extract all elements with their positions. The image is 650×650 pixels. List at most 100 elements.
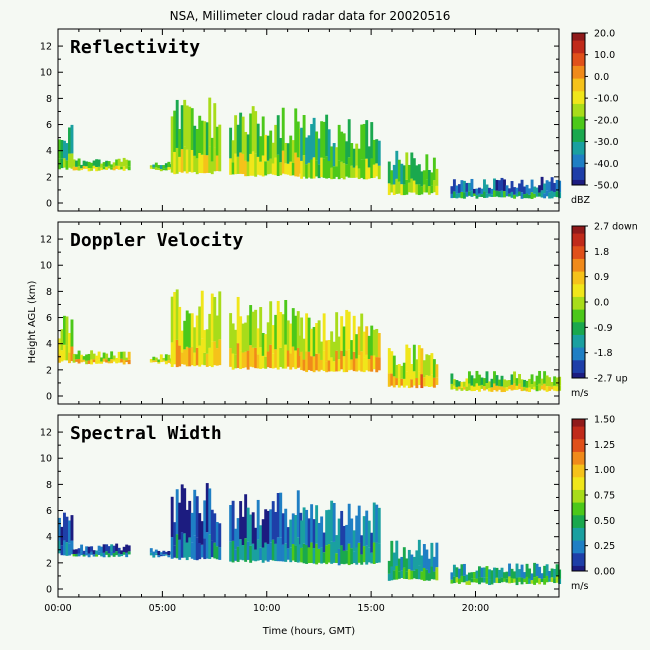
echo-column-high [85, 354, 89, 361]
echo-column-high [543, 565, 547, 579]
colorbar-segment [572, 355, 585, 359]
echo-column-low [249, 545, 253, 563]
echo-column-high [110, 351, 114, 360]
echo-column-high [377, 507, 381, 544]
echo-column-high [203, 500, 207, 539]
echo-column-low [372, 355, 376, 370]
echo-column-high [325, 114, 329, 157]
echo-column-high [80, 544, 84, 552]
colorbar-segment [572, 236, 585, 240]
y-tick-label: 4 [46, 532, 52, 543]
echo-column-low [72, 166, 76, 171]
echo-column-low [310, 159, 314, 179]
echo-column-low [291, 163, 295, 176]
echo-column-high [528, 378, 532, 388]
echo-column-low [478, 193, 481, 197]
echo-column-low [279, 347, 283, 368]
echo-column-high [289, 519, 293, 548]
echo-column-low [167, 167, 171, 170]
colorbar-segment [572, 365, 585, 369]
echo-column-low [362, 159, 366, 180]
echo-column-high [236, 124, 240, 157]
echo-column-high [367, 520, 371, 548]
colorbar-tick-label: 0.00 [594, 567, 615, 578]
echo-column-high [450, 186, 454, 194]
echo-column-low [400, 570, 404, 579]
echo-column-high [362, 516, 366, 547]
colorbar-segment [572, 543, 585, 547]
echo-column-low [543, 383, 547, 391]
colorbar-segment [572, 81, 585, 85]
colorbar-segment [572, 469, 585, 473]
echo-column-low [149, 361, 153, 363]
echo-column-high [259, 136, 263, 162]
echo-column-low [193, 535, 197, 560]
echo-column-high [120, 351, 124, 359]
echo-column-high [70, 124, 74, 154]
echo-column-low [178, 345, 182, 367]
echo-column-high [110, 164, 114, 168]
echo-column-high [65, 316, 69, 346]
x-axis-label: Time (hours, GMT) [262, 626, 356, 637]
echo-column-low [498, 191, 501, 198]
echo-column-high [392, 552, 396, 571]
echo-column-low [90, 551, 94, 555]
echo-column-high [435, 168, 439, 186]
echo-column-high [483, 567, 486, 578]
echo-column-high [365, 510, 369, 546]
colorbar-segment [572, 174, 585, 178]
colorbar-segment [572, 375, 585, 379]
colorbar-segment [572, 228, 585, 232]
colorbar-segment [572, 533, 585, 537]
echo-column-low [312, 548, 316, 564]
echo-column-low [307, 162, 311, 178]
echo-column-high [157, 359, 161, 363]
echo-column-high [173, 110, 177, 152]
colorbar-segment [572, 60, 585, 64]
echo-region [450, 176, 562, 199]
echo-column-high [291, 513, 295, 545]
echo-column-low [269, 542, 273, 560]
echo-column-low [345, 164, 349, 177]
echo-column-low [286, 163, 290, 175]
echo-column-low [495, 190, 499, 197]
echo-column-high [422, 170, 426, 185]
echo-column-low [538, 383, 542, 391]
echo-column-low [400, 184, 404, 196]
echo-column-high [218, 124, 222, 155]
echo-column-low [315, 543, 319, 565]
echo-column-low [465, 386, 469, 392]
echo-column-high [357, 326, 361, 356]
echo-column-high [77, 548, 81, 554]
echo-column-high [269, 130, 273, 159]
echo-column-high [112, 162, 116, 168]
echo-column-low [208, 146, 212, 173]
colorbar-segment [572, 517, 585, 521]
echo-column-low [102, 358, 106, 362]
colorbar-tick-label: -40.0 [594, 159, 619, 170]
echo-column-low [63, 344, 66, 361]
y-tick-label: 2 [46, 365, 52, 376]
echo-column-high [480, 188, 484, 195]
colorbar-unit: dBZ [571, 195, 591, 206]
colorbar-segment [572, 121, 585, 125]
echo-column-low [188, 149, 192, 172]
echo-column-high [422, 544, 426, 568]
echo-region [229, 490, 303, 563]
echo-column-high [360, 124, 364, 160]
echo-column-high [367, 335, 371, 359]
echo-column-low [264, 356, 268, 369]
echo-column-high [505, 185, 509, 193]
echo-column-high [180, 105, 184, 150]
echo-column-low [92, 359, 96, 363]
echo-column-high [85, 546, 89, 553]
echo-column-high [420, 348, 424, 375]
echo-column-high [175, 289, 179, 340]
echo-column-high [157, 550, 161, 556]
echo-column-high [555, 564, 559, 577]
echo-column-low [60, 350, 64, 362]
colorbar-segment [572, 93, 585, 97]
colorbar-segment [572, 266, 585, 270]
echo-column-low [218, 154, 222, 172]
echo-column-low [315, 160, 319, 177]
